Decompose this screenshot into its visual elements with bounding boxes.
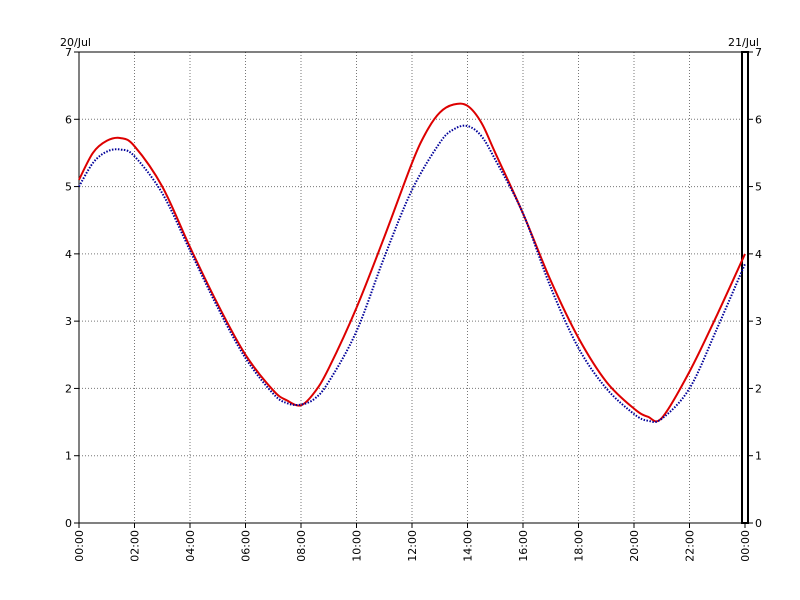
y-tick-label-right: 4 (755, 248, 762, 261)
y-tick-label-right: 3 (755, 315, 762, 328)
x-tick-label: 04:00 (184, 530, 197, 562)
x-tick-label: 06:00 (240, 530, 253, 562)
x-tick-label: 14:00 (462, 530, 475, 562)
y-tick-label-left: 2 (65, 382, 72, 395)
x-tick-label: 08:00 (295, 530, 308, 562)
end-date-label: 21/Jul (728, 36, 759, 49)
y-tick-label-right: 5 (755, 181, 762, 194)
series-line-red (78, 102, 746, 423)
y-tick-label-right: 1 (755, 450, 762, 463)
series-line-blue (78, 124, 746, 424)
y-tick-label-left: 3 (65, 315, 72, 328)
right-axis-bar (741, 51, 749, 524)
y-tick-label-right: 0 (755, 517, 762, 530)
plot-area-frame (78, 51, 746, 524)
y-tick-label-right: 6 (755, 113, 762, 126)
x-tick-label: 00:00 (739, 530, 752, 562)
y-tick-label-right: 2 (755, 382, 762, 395)
x-tick-label: 18:00 (573, 530, 586, 562)
y-tick-label-left: 6 (65, 113, 72, 126)
start-date-label: 20/Jul (60, 36, 91, 49)
x-tick-label: 22:00 (684, 530, 697, 562)
y-tick-label-left: 4 (65, 248, 72, 261)
x-tick-label: 20:00 (628, 530, 641, 562)
y-tick-label-left: 0 (65, 517, 72, 530)
x-tick-label: 12:00 (406, 530, 419, 562)
y-tick-label-left: 1 (65, 450, 72, 463)
grid (79, 52, 745, 523)
series-layer (78, 102, 746, 424)
y-tick-label-left: 5 (65, 181, 72, 194)
y-tick-label-left: 7 (65, 46, 72, 59)
tick-labels: 00:00 02:00 04:00 06:00 08:00 10:00 12:00 14:00… (65, 46, 762, 562)
ticks (74, 51, 753, 528)
x-tick-label: 00:00 (73, 530, 86, 562)
x-tick-label: 02:00 (129, 530, 142, 562)
y-tick-label-right: 7 (755, 46, 762, 59)
x-tick-label: 16:00 (517, 530, 530, 562)
x-tick-label: 10:00 (351, 530, 364, 562)
